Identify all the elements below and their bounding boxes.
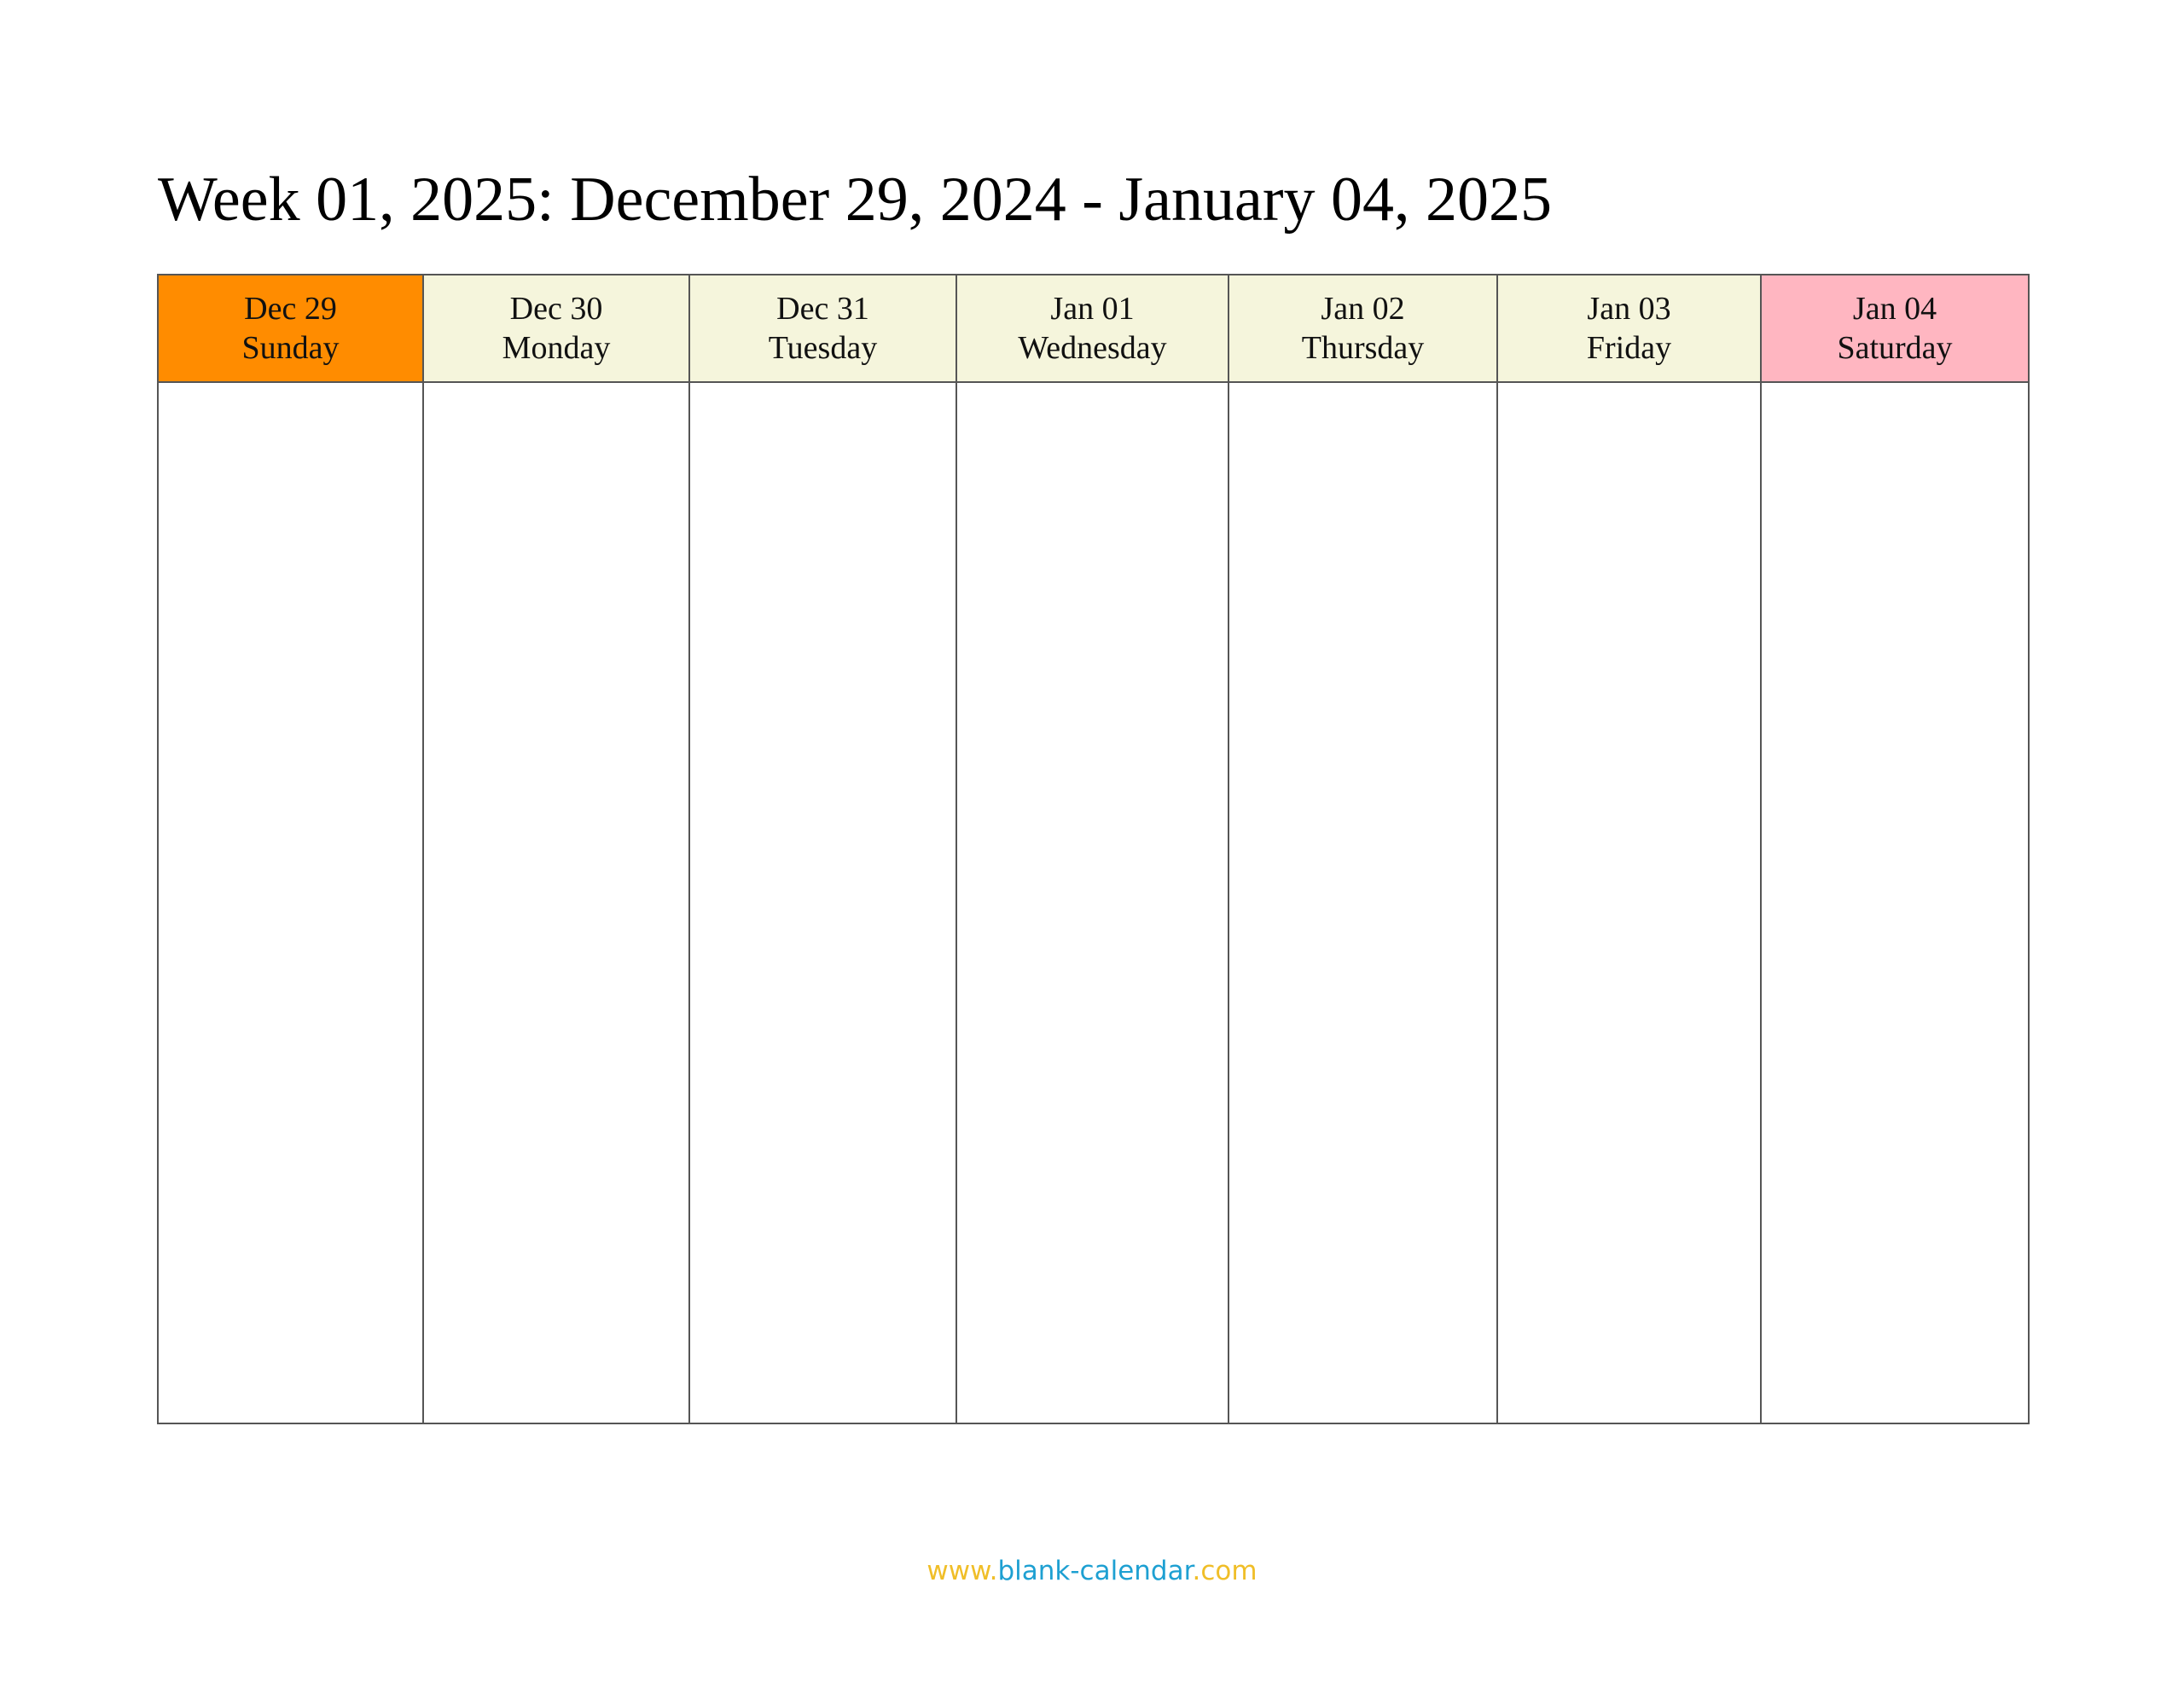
footer-website-link[interactable]: www.blank-calendar.com (0, 1556, 2184, 1586)
day-cell-wednesday (956, 381, 1229, 1424)
day-header-row: Dec 29 Sunday Dec 30 Monday Dec 31 Tuesday … (157, 274, 2030, 383)
day-header-tuesday: Dec 31 Tuesday (688, 274, 957, 383)
day-cell-saturday (1760, 381, 2030, 1424)
footer-suffix: .com (1192, 1556, 1258, 1586)
footer-name: blank-calendar (997, 1556, 1193, 1586)
day-cell-thursday (1228, 381, 1498, 1424)
week-calendar-table: Dec 29 Sunday Dec 30 Monday Dec 31 Tuesday … (157, 274, 2030, 1424)
day-header-sunday: Dec 29 Sunday (157, 274, 424, 383)
page-title: Week 01, 2025: December 29, 2024 - Janua… (158, 165, 1552, 235)
day-header-monday: Dec 30 Monday (422, 274, 690, 383)
day-body-row (157, 381, 2030, 1424)
day-header-wednesday: Jan 01 Wednesday (956, 274, 1229, 383)
day-cell-tuesday (688, 381, 957, 1424)
day-cell-friday (1496, 381, 1762, 1424)
day-header-thursday: Jan 02 Thursday (1228, 274, 1498, 383)
day-header-saturday: Jan 04 Saturday (1760, 274, 2030, 383)
day-cell-sunday (157, 381, 424, 1424)
footer-prefix: www. (926, 1556, 998, 1586)
day-cell-monday (422, 381, 690, 1424)
day-header-friday: Jan 03 Friday (1496, 274, 1762, 383)
